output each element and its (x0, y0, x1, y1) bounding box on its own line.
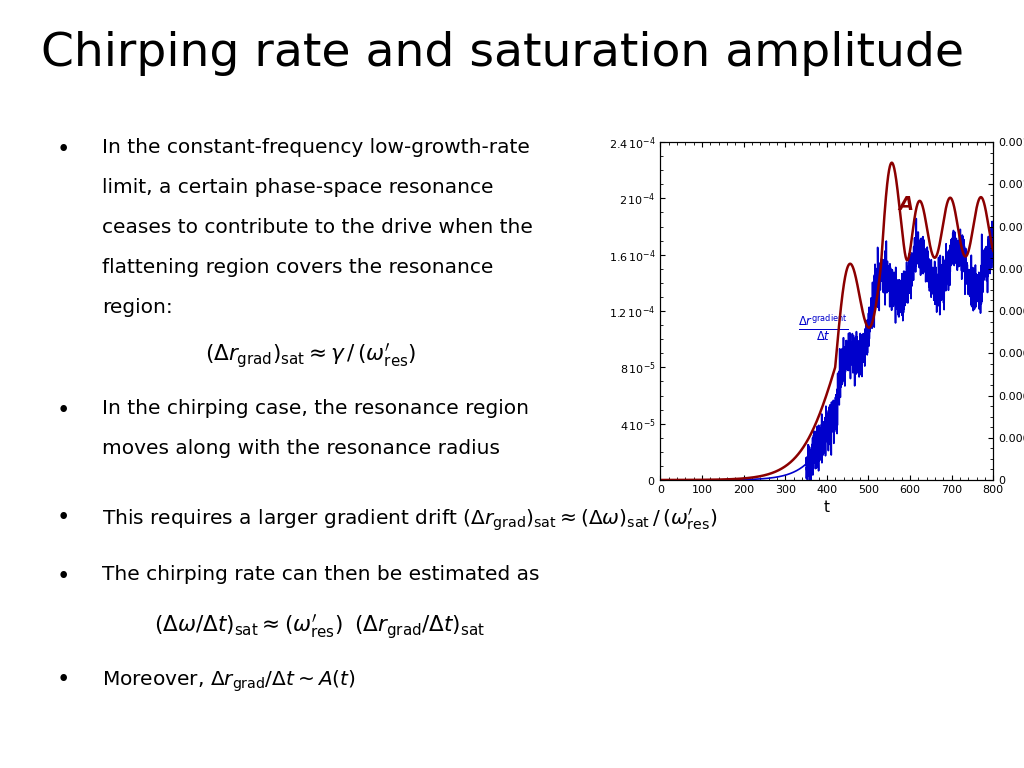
Text: ceases to contribute to the drive when the: ceases to contribute to the drive when t… (102, 218, 534, 237)
Text: In the chirping case, the resonance region: In the chirping case, the resonance regi… (102, 399, 529, 419)
Text: •: • (56, 399, 70, 422)
Text: $(\Delta\omega/\Delta t)_{\rm sat} \approx (\omega_{\rm res}') \;\; (\Delta r_{\: $(\Delta\omega/\Delta t)_{\rm sat} \appr… (154, 613, 484, 641)
Text: region:: region: (102, 298, 173, 317)
Text: •: • (56, 565, 70, 588)
Text: Moreover, $\Delta r_{\rm grad}/\Delta t \sim A(t)$: Moreover, $\Delta r_{\rm grad}/\Delta t … (102, 668, 356, 694)
Text: •: • (56, 668, 70, 691)
Text: •: • (56, 138, 70, 161)
Text: Chirping rate and saturation amplitude: Chirping rate and saturation amplitude (41, 31, 964, 76)
Text: In the constant-frequency low-growth-rate: In the constant-frequency low-growth-rat… (102, 138, 530, 157)
Text: A: A (898, 195, 913, 214)
Text: moves along with the resonance radius: moves along with the resonance radius (102, 439, 501, 458)
Text: flattening region covers the resonance: flattening region covers the resonance (102, 258, 494, 277)
Text: This requires a larger gradient drift $(\Delta r_{\rm grad})_{\rm sat} \approx (: This requires a larger gradient drift $(… (102, 506, 718, 533)
Text: •: • (56, 506, 70, 529)
Text: limit, a certain phase-space resonance: limit, a certain phase-space resonance (102, 178, 494, 197)
Text: The chirping rate can then be estimated as: The chirping rate can then be estimated … (102, 565, 540, 584)
X-axis label: t: t (824, 501, 829, 515)
Text: $\frac{\Delta r^{\rm gradient}}{\Delta t}$: $\frac{\Delta r^{\rm gradient}}{\Delta t… (798, 313, 848, 343)
Text: $(\Delta r_{\rm grad})_{\rm sat} \approx \gamma \, / \, (\omega_{\rm res}')$: $(\Delta r_{\rm grad})_{\rm sat} \approx… (205, 342, 416, 370)
